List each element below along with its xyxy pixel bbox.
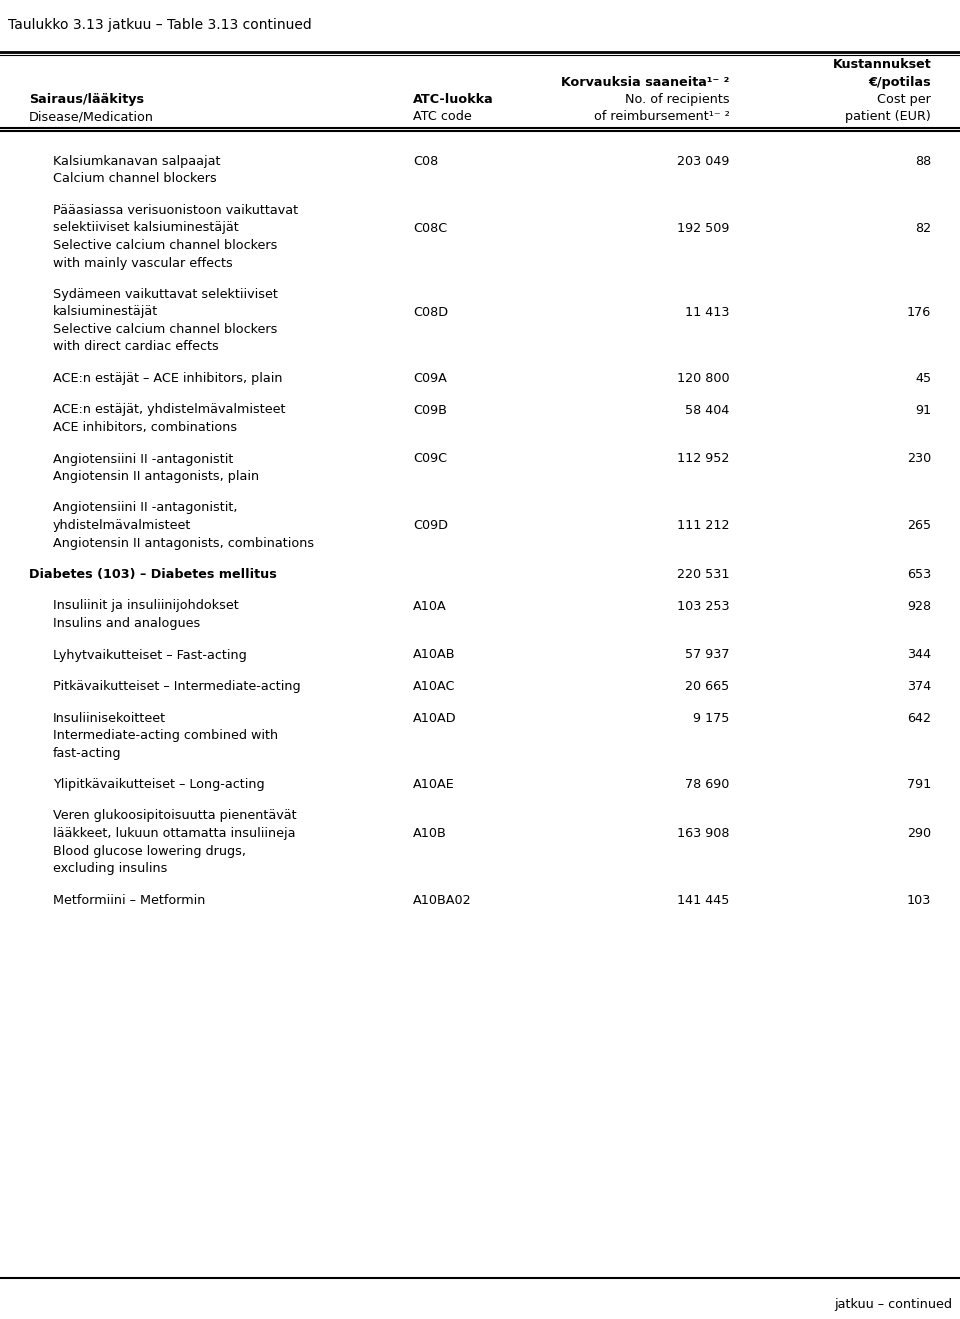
Text: Selective calcium channel blockers: Selective calcium channel blockers bbox=[53, 323, 277, 336]
Text: €/potilas: €/potilas bbox=[869, 77, 931, 88]
Text: Metformiini – Metformin: Metformiini – Metformin bbox=[53, 893, 205, 906]
Text: Calcium channel blockers: Calcium channel blockers bbox=[53, 173, 217, 186]
Text: 120 800: 120 800 bbox=[677, 372, 730, 385]
Text: Pääasiassa verisuonistoon vaikuttavat: Pääasiassa verisuonistoon vaikuttavat bbox=[53, 204, 298, 218]
Text: 230: 230 bbox=[907, 452, 931, 466]
Text: 163 908: 163 908 bbox=[677, 827, 730, 840]
Text: with direct cardiac effects: with direct cardiac effects bbox=[53, 340, 219, 353]
Text: 220 531: 220 531 bbox=[677, 568, 730, 580]
Text: 57 937: 57 937 bbox=[685, 649, 730, 662]
Text: 141 445: 141 445 bbox=[677, 893, 730, 906]
Text: 265: 265 bbox=[907, 518, 931, 532]
Text: Angiotensin II antagonists, combinations: Angiotensin II antagonists, combinations bbox=[53, 537, 314, 550]
Text: 78 690: 78 690 bbox=[685, 778, 730, 791]
Text: Lyhytvaikutteiset – Fast-acting: Lyhytvaikutteiset – Fast-acting bbox=[53, 649, 247, 662]
Text: Intermediate-acting combined with: Intermediate-acting combined with bbox=[53, 729, 278, 743]
Text: A10AC: A10AC bbox=[413, 681, 455, 692]
Text: A10AB: A10AB bbox=[413, 649, 455, 662]
Text: lääkkeet, lukuun ottamatta insuliineja: lääkkeet, lukuun ottamatta insuliineja bbox=[53, 827, 296, 840]
Text: with mainly vascular effects: with mainly vascular effects bbox=[53, 256, 232, 269]
Text: Sydämeen vaikuttavat selektiiviset: Sydämeen vaikuttavat selektiiviset bbox=[53, 288, 277, 301]
Text: C09B: C09B bbox=[413, 404, 446, 417]
Text: 20 665: 20 665 bbox=[685, 681, 730, 692]
Text: patient (EUR): patient (EUR) bbox=[846, 109, 931, 123]
Text: Korvauksia saaneita¹⁻ ²: Korvauksia saaneita¹⁻ ² bbox=[562, 77, 730, 88]
Text: A10A: A10A bbox=[413, 600, 446, 612]
Text: Selective calcium channel blockers: Selective calcium channel blockers bbox=[53, 239, 277, 252]
Text: Taulukko 3.13 jatkuu – Table 3.13 continued: Taulukko 3.13 jatkuu – Table 3.13 contin… bbox=[8, 18, 312, 32]
Text: C08C: C08C bbox=[413, 222, 447, 235]
Text: Insuliinisekoitteet: Insuliinisekoitteet bbox=[53, 711, 166, 724]
Text: of reimbursement¹⁻ ²: of reimbursement¹⁻ ² bbox=[593, 109, 730, 123]
Text: A10B: A10B bbox=[413, 827, 446, 840]
Text: ACE:n estäjät – ACE inhibitors, plain: ACE:n estäjät – ACE inhibitors, plain bbox=[53, 372, 282, 385]
Text: 642: 642 bbox=[907, 711, 931, 724]
Text: 111 212: 111 212 bbox=[677, 518, 730, 532]
Text: A10BA02: A10BA02 bbox=[413, 893, 471, 906]
Text: 344: 344 bbox=[907, 649, 931, 662]
Text: Blood glucose lowering drugs,: Blood glucose lowering drugs, bbox=[53, 844, 246, 857]
Text: Insulins and analogues: Insulins and analogues bbox=[53, 617, 200, 630]
Text: yhdistelmävalmisteet: yhdistelmävalmisteet bbox=[53, 518, 191, 532]
Text: 82: 82 bbox=[915, 222, 931, 235]
Text: Diabetes (103) – Diabetes mellitus: Diabetes (103) – Diabetes mellitus bbox=[29, 568, 276, 580]
Text: kalsiuminestäjät: kalsiuminestäjät bbox=[53, 306, 158, 318]
Text: 45: 45 bbox=[915, 372, 931, 385]
Text: 11 413: 11 413 bbox=[685, 306, 730, 318]
Text: 928: 928 bbox=[907, 600, 931, 612]
Text: Angiotensiini II -antagonistit,: Angiotensiini II -antagonistit, bbox=[53, 501, 237, 514]
Text: A10AE: A10AE bbox=[413, 778, 454, 791]
Text: 290: 290 bbox=[907, 827, 931, 840]
Text: Ylipitkävaikutteiset – Long-acting: Ylipitkävaikutteiset – Long-acting bbox=[53, 778, 264, 791]
Text: 176: 176 bbox=[907, 306, 931, 318]
Text: 88: 88 bbox=[915, 156, 931, 168]
Text: selektiiviset kalsiuminestäjät: selektiiviset kalsiuminestäjät bbox=[53, 222, 238, 235]
Text: C09D: C09D bbox=[413, 518, 447, 532]
Text: C08D: C08D bbox=[413, 306, 448, 318]
Text: 791: 791 bbox=[907, 778, 931, 791]
Text: Veren glukoosipitoisuutta pienentävät: Veren glukoosipitoisuutta pienentävät bbox=[53, 810, 297, 823]
Text: C08: C08 bbox=[413, 156, 438, 168]
Text: Disease/Medication: Disease/Medication bbox=[29, 109, 154, 123]
Text: Sairaus/lääkitys: Sairaus/lääkitys bbox=[29, 94, 144, 106]
Text: 203 049: 203 049 bbox=[677, 156, 730, 168]
Text: A10AD: A10AD bbox=[413, 711, 456, 724]
Text: ACE:n estäjät, yhdistelmävalmisteet: ACE:n estäjät, yhdistelmävalmisteet bbox=[53, 404, 285, 417]
Text: 653: 653 bbox=[907, 568, 931, 580]
Text: Angiotensin II antagonists, plain: Angiotensin II antagonists, plain bbox=[53, 470, 259, 483]
Text: 112 952: 112 952 bbox=[677, 452, 730, 466]
Text: fast-acting: fast-acting bbox=[53, 747, 121, 760]
Text: 103 253: 103 253 bbox=[677, 600, 730, 612]
Text: Kalsiumkanavan salpaajat: Kalsiumkanavan salpaajat bbox=[53, 156, 220, 168]
Text: ATC code: ATC code bbox=[413, 109, 471, 123]
Text: 58 404: 58 404 bbox=[685, 404, 730, 417]
Text: Pitkävaikutteiset – Intermediate-acting: Pitkävaikutteiset – Intermediate-acting bbox=[53, 681, 300, 692]
Text: No. of recipients: No. of recipients bbox=[625, 94, 730, 106]
Text: 192 509: 192 509 bbox=[677, 222, 730, 235]
Text: jatkuu – continued: jatkuu – continued bbox=[834, 1298, 952, 1311]
Text: excluding insulins: excluding insulins bbox=[53, 863, 167, 874]
Text: Cost per: Cost per bbox=[877, 94, 931, 106]
Text: 103: 103 bbox=[907, 893, 931, 906]
Text: Insuliinit ja insuliinijohdokset: Insuliinit ja insuliinijohdokset bbox=[53, 600, 238, 612]
Text: ATC-luokka: ATC-luokka bbox=[413, 94, 493, 106]
Text: 91: 91 bbox=[915, 404, 931, 417]
Text: C09C: C09C bbox=[413, 452, 447, 466]
Text: C09A: C09A bbox=[413, 372, 446, 385]
Text: 9 175: 9 175 bbox=[693, 711, 730, 724]
Text: ACE inhibitors, combinations: ACE inhibitors, combinations bbox=[53, 421, 237, 434]
Text: 374: 374 bbox=[907, 681, 931, 692]
Text: Kustannukset: Kustannukset bbox=[832, 58, 931, 71]
Text: Angiotensiini II -antagonistit: Angiotensiini II -antagonistit bbox=[53, 452, 233, 466]
